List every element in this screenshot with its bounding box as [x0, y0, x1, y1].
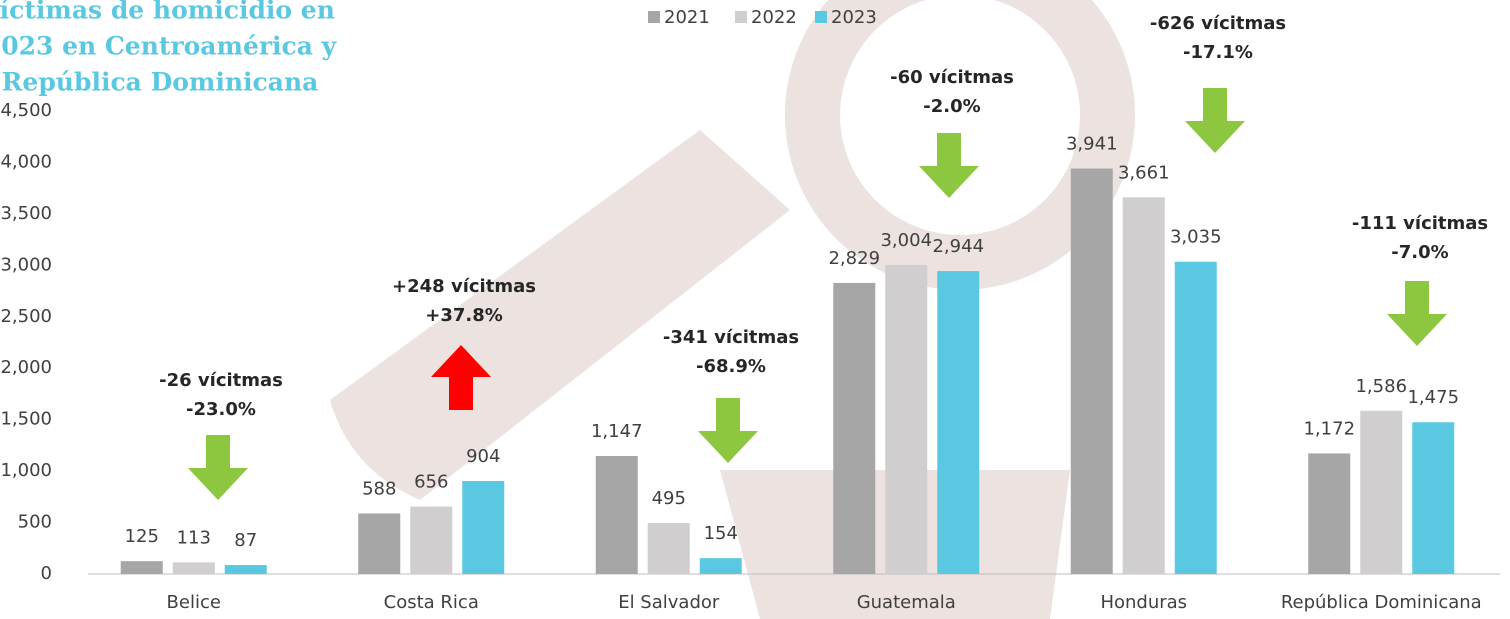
y-tick-label: 2,000 [0, 357, 52, 378]
value-label: 656 [414, 472, 448, 493]
bar [885, 265, 927, 574]
value-label: 2,829 [828, 248, 880, 269]
bar [462, 481, 504, 574]
legend-swatch [735, 11, 747, 23]
bar [1412, 422, 1454, 574]
value-label: 1,147 [591, 421, 643, 442]
annotation: -17.1% [1183, 42, 1253, 63]
annotation: +248 vícitmas [392, 276, 536, 297]
value-label: 154 [704, 523, 738, 544]
y-tick-label: 3,500 [0, 203, 52, 224]
chart-title: 2023 en Centroamérica y [0, 32, 338, 61]
bar [596, 456, 638, 574]
x-tick-label: Guatemala [857, 592, 956, 613]
value-label: 904 [466, 446, 500, 467]
bar [1360, 411, 1402, 574]
annotation: -7.0% [1391, 242, 1448, 263]
value-label: 1,586 [1355, 376, 1407, 397]
bar [700, 558, 742, 574]
bar [121, 561, 163, 574]
annotation: -341 vícitmas [663, 327, 799, 348]
y-tick-label: 3,000 [0, 254, 52, 275]
value-label: 588 [362, 479, 396, 500]
annotation-arrow [919, 133, 979, 198]
bar [1123, 197, 1165, 574]
annotation-arrow [1185, 88, 1245, 153]
annotation: -60 vícitmas [890, 67, 1014, 88]
chart-title: víctimas de homicidio en [0, 0, 335, 25]
legend-swatch [815, 11, 827, 23]
value-label: 87 [234, 530, 257, 551]
value-label: 3,004 [880, 230, 932, 251]
bar [1071, 169, 1113, 574]
y-tick-label: 4,500 [0, 100, 52, 121]
bar [1175, 262, 1217, 574]
value-label: 1,475 [1407, 387, 1459, 408]
x-tick-label: Belice [167, 592, 221, 613]
value-label: 495 [652, 488, 686, 509]
value-label: 3,661 [1118, 162, 1170, 183]
y-tick-label: 2,500 [0, 306, 52, 327]
bar [358, 514, 400, 574]
x-tick-label: República Dominicana [1281, 592, 1482, 613]
chart: víctimas de homicidio en 2023 en Centroa… [0, 0, 1510, 619]
legend-label: 2023 [831, 7, 877, 28]
annotation: -626 vícitmas [1150, 13, 1286, 34]
annotation: -2.0% [923, 96, 980, 117]
bar [173, 562, 215, 574]
y-tick-label: 1,500 [0, 409, 52, 430]
x-tick-label: Honduras [1100, 592, 1187, 613]
annotation: -111 vícitmas [1352, 213, 1488, 234]
x-tick-label: Costa Rica [384, 592, 479, 613]
y-tick-label: 0 [41, 563, 52, 584]
bar [937, 271, 979, 574]
bar [833, 283, 875, 574]
value-label: 113 [177, 527, 211, 548]
bar [648, 523, 690, 574]
y-tick-label: 1,000 [0, 460, 52, 481]
annotation: -26 vícitmas [159, 370, 283, 391]
legend-label: 2021 [664, 7, 710, 28]
bar [1308, 453, 1350, 574]
annotation: -68.9% [696, 356, 766, 377]
legend-swatch [648, 11, 660, 23]
annotation: -23.0% [186, 399, 256, 420]
value-label: 2,944 [932, 236, 984, 257]
annotation-arrow [698, 398, 758, 463]
x-tick-label: El Salvador [618, 592, 720, 613]
value-label: 125 [125, 526, 159, 547]
value-label: 3,035 [1170, 227, 1222, 248]
y-tick-label: 500 [18, 512, 52, 533]
chart-title: República Dominicana [2, 68, 319, 97]
value-label: 3,941 [1066, 134, 1118, 155]
annotation-arrow [1387, 281, 1447, 346]
value-label: 1,172 [1303, 418, 1355, 439]
y-tick-label: 4,000 [0, 151, 52, 172]
legend-label: 2022 [751, 7, 797, 28]
annotation-arrow [188, 435, 248, 500]
bar [225, 565, 267, 574]
bar [410, 507, 452, 574]
annotation: +37.8% [425, 305, 503, 326]
